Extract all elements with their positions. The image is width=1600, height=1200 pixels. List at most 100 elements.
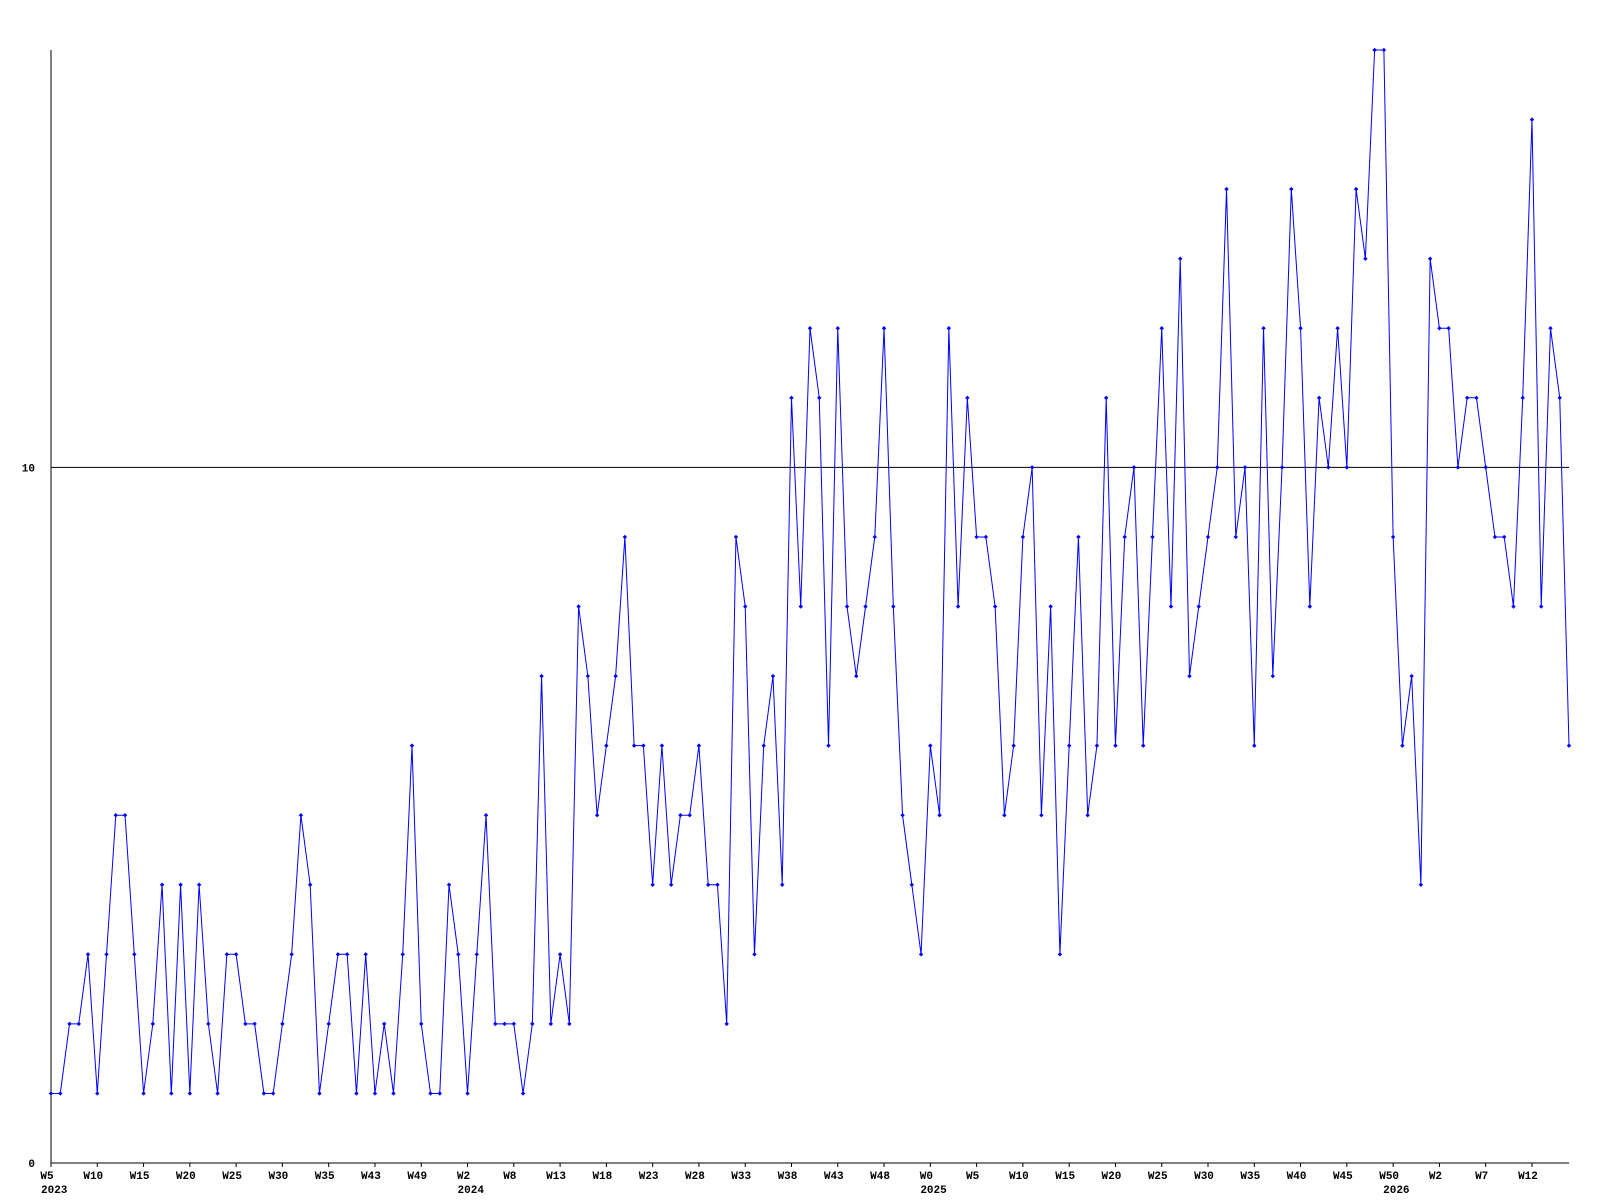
x-tick-label: W43 [824, 1171, 844, 1183]
data-point [150, 1021, 156, 1027]
data-point [1150, 534, 1155, 540]
data-point [169, 1091, 174, 1096]
data-point [1094, 743, 1100, 748]
data-point [159, 882, 165, 887]
data-point [807, 326, 813, 331]
data-point [687, 812, 692, 818]
data-point [1427, 256, 1433, 261]
data-point [206, 1021, 211, 1027]
data-point [1270, 673, 1276, 679]
data-point [1168, 604, 1174, 609]
data-point [1159, 326, 1164, 331]
data-point [659, 743, 665, 748]
x-group-label: 2026 [1383, 1185, 1409, 1197]
data-point [58, 1091, 63, 1096]
data-point [1029, 465, 1035, 470]
data-point [826, 743, 831, 748]
x-tick-label: W0 [920, 1171, 933, 1183]
data-point [1437, 326, 1442, 331]
data-point [1381, 47, 1387, 53]
data-point [743, 604, 748, 609]
data-point [1187, 673, 1192, 679]
data-point [48, 1091, 54, 1096]
data-point [1215, 465, 1220, 470]
data-point [724, 1021, 729, 1027]
data-point [363, 952, 368, 957]
data-point [335, 952, 341, 957]
data-point [1539, 604, 1544, 609]
data-point [372, 1091, 378, 1096]
data-point [530, 1021, 535, 1027]
data-point [1279, 465, 1285, 470]
data-point [631, 743, 637, 748]
x-tick-label: W30 [268, 1171, 288, 1183]
data-point [1483, 465, 1488, 470]
data-point [252, 1021, 257, 1027]
data-point [307, 882, 313, 887]
data-point [613, 673, 618, 679]
data-point [1113, 743, 1118, 748]
data-point [872, 534, 877, 540]
x-tick-label: W25 [222, 1171, 242, 1183]
data-point [668, 882, 674, 887]
y-tick-label: 0 [28, 1159, 35, 1171]
data-point [1502, 534, 1507, 540]
data-point [1344, 465, 1350, 470]
data-point [1020, 534, 1026, 540]
data-point [1242, 465, 1248, 470]
data-point [780, 882, 785, 887]
data-point [992, 604, 998, 609]
x-tick-label: W38 [778, 1171, 798, 1183]
x-tick-label: W5 [40, 1171, 54, 1183]
data-point [641, 743, 646, 748]
data-point [1002, 812, 1007, 818]
x-tick-label: W49 [407, 1171, 427, 1183]
data-point [1409, 673, 1414, 679]
data-point [1122, 534, 1127, 540]
data-point [752, 952, 757, 957]
x-tick-label: W10 [1009, 1171, 1029, 1183]
data-point [891, 604, 896, 609]
data-point [678, 812, 683, 818]
data-point [409, 743, 415, 748]
data-point [1372, 47, 1377, 53]
x-tick-label: W25 [1148, 1171, 1168, 1183]
data-point [1492, 534, 1498, 540]
x-tick-label: W8 [503, 1171, 517, 1183]
data-point [835, 326, 840, 331]
data-point [548, 1021, 554, 1027]
x-tick-label: W20 [1102, 1171, 1122, 1183]
x-tick-label: W15 [130, 1171, 150, 1183]
data-point [1511, 604, 1516, 609]
x-tick-label: W50 [1379, 1171, 1399, 1183]
data-point [76, 1021, 81, 1027]
data-point [67, 1021, 72, 1027]
data-point [1529, 117, 1535, 122]
data-point [520, 1091, 526, 1096]
data-point [946, 326, 952, 331]
data-point [622, 534, 628, 540]
data-point [1418, 882, 1424, 887]
data-point [1011, 743, 1016, 748]
data-point [132, 952, 137, 957]
data-point [567, 1021, 572, 1027]
data-point [1400, 743, 1405, 748]
data-point [1131, 465, 1137, 470]
data-point [965, 395, 970, 401]
data-point [761, 743, 766, 748]
data-point [354, 1091, 359, 1096]
data-point [1048, 604, 1053, 609]
data-point [483, 812, 489, 818]
data-point [104, 952, 109, 957]
data-point [1224, 186, 1229, 192]
data-point [428, 1091, 433, 1096]
data-point [85, 952, 91, 957]
data-point [650, 882, 655, 887]
data-point [1261, 326, 1266, 331]
x-group-label: 2025 [920, 1185, 947, 1197]
x-tick-label: W13 [546, 1171, 566, 1183]
data-point [243, 1021, 248, 1027]
data-point [900, 812, 905, 818]
data-point [178, 882, 183, 887]
data-point [1566, 743, 1572, 748]
